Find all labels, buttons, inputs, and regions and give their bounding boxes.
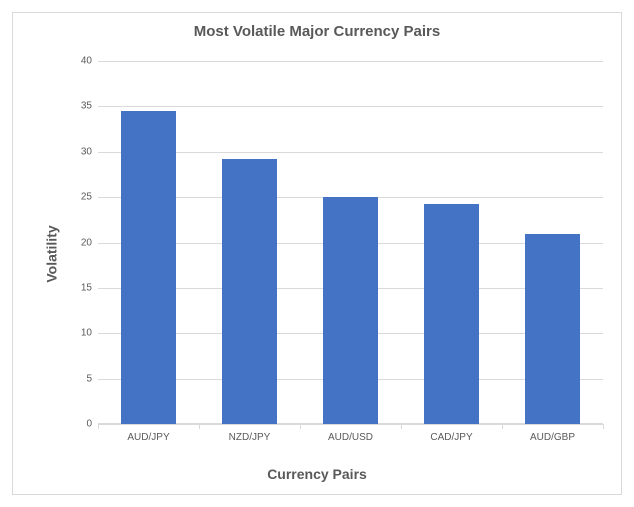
y-tick-label: 15 [81, 282, 98, 293]
x-tick-label: AUD/USD [328, 424, 373, 443]
gridline [98, 106, 603, 107]
x-tick-mark [199, 424, 200, 429]
plot-area: 0510152025303540AUD/JPYNZD/JPYAUD/USDCAD… [98, 61, 603, 424]
x-tick-mark [401, 424, 402, 429]
y-tick-label: 10 [81, 328, 98, 339]
bar [222, 159, 278, 424]
x-tick-mark [603, 424, 604, 429]
bar [424, 204, 480, 424]
bar [525, 234, 581, 424]
y-tick-label: 30 [81, 146, 98, 157]
y-tick-label: 35 [81, 101, 98, 112]
x-tick-label: NZD/JPY [229, 424, 271, 443]
y-axis-title: Volatility [44, 225, 60, 282]
chart-title: Most Volatile Major Currency Pairs [13, 13, 621, 40]
y-tick-label: 40 [81, 56, 98, 67]
bar [323, 197, 379, 424]
chart-border: Most Volatile Major Currency Pairs Volat… [12, 12, 622, 495]
x-axis-title: Currency Pairs [267, 466, 367, 482]
x-tick-mark [502, 424, 503, 429]
y-tick-label: 0 [86, 419, 98, 430]
x-tick-label: AUD/GBP [530, 424, 575, 443]
y-tick-label: 25 [81, 192, 98, 203]
x-tick-mark [98, 424, 99, 429]
x-tick-label: AUD/JPY [127, 424, 169, 443]
x-tick-label: CAD/JPY [430, 424, 472, 443]
chart-container: Most Volatile Major Currency Pairs Volat… [0, 0, 634, 507]
bar [121, 111, 177, 424]
x-tick-mark [300, 424, 301, 429]
y-tick-label: 5 [86, 373, 98, 384]
gridline [98, 61, 603, 62]
y-tick-label: 20 [81, 237, 98, 248]
